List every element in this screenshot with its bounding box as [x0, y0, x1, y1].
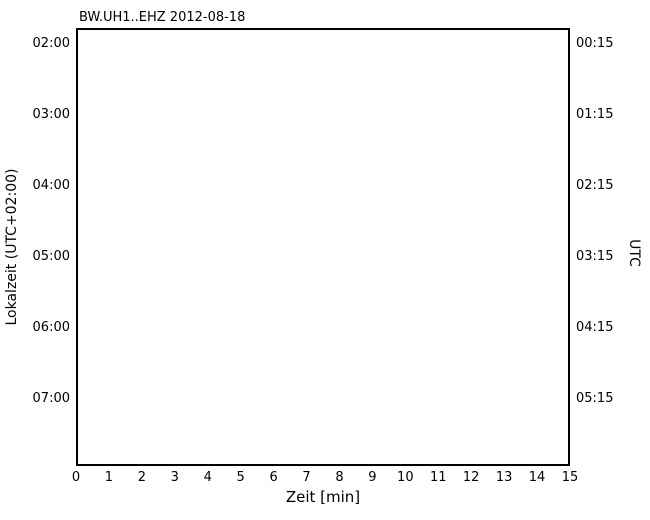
x-tick-label: 5 — [236, 470, 245, 485]
x-tick-label: 2 — [137, 470, 146, 485]
plot-frame — [76, 28, 570, 466]
x-tick-label: 4 — [203, 470, 212, 485]
utc-time-tick-label: 00:15 — [576, 36, 614, 51]
utc-time-tick-label: 01:15 — [576, 106, 614, 122]
y-axis-label-utc: UTC — [626, 239, 642, 267]
utc-time-tick-label: 04:15 — [576, 319, 614, 335]
local-time-tick-label: 02:00 — [32, 36, 70, 51]
local-time-tick-label: 06:00 — [32, 319, 70, 335]
x-tick-label: 15 — [561, 470, 579, 485]
utc-time-tick-label: 03:15 — [576, 248, 614, 264]
x-tick-label: 13 — [495, 470, 513, 485]
plot-title: BW.UH1..EHZ 2012-08-18 — [79, 10, 246, 25]
x-tick-label: 1 — [104, 470, 114, 485]
x-tick-label: 7 — [302, 470, 311, 485]
x-tick-label: 0 — [71, 470, 81, 485]
x-tick-label: 11 — [429, 470, 447, 485]
utc-time-tick-label: 05:15 — [576, 390, 614, 406]
x-tick-label: 3 — [170, 470, 179, 485]
x-tick-label: 6 — [269, 470, 278, 485]
x-tick-label: 12 — [462, 470, 480, 485]
x-tick-label: 9 — [368, 470, 377, 485]
x-tick-label: 8 — [335, 470, 344, 485]
local-time-tick-label: 07:00 — [32, 390, 70, 406]
x-tick-label: 10 — [397, 470, 414, 485]
local-time-tick-label: 03:00 — [32, 106, 70, 122]
local-time-tick-label: 05:00 — [32, 248, 70, 264]
x-tick-label: 14 — [528, 470, 546, 485]
utc-time-tick-label: 02:15 — [576, 177, 614, 193]
y-axis-label-local-time: Lokalzeit (UTC+02:00) — [4, 168, 20, 326]
x-axis-label: Zeit [min] — [285, 488, 361, 506]
local-time-tick-label: 04:00 — [32, 177, 70, 193]
